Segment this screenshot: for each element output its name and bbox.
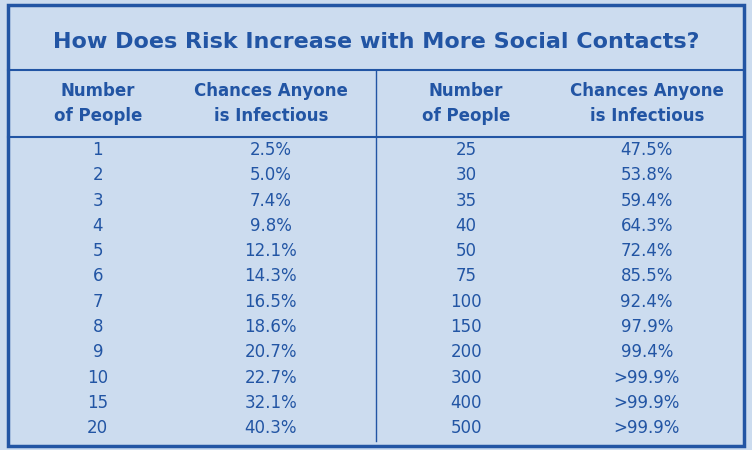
Text: 12.1%: 12.1% [244, 242, 297, 260]
Text: 14.3%: 14.3% [244, 267, 297, 285]
Text: 200: 200 [450, 343, 482, 361]
Text: 92.4%: 92.4% [620, 293, 673, 311]
Text: 20.7%: 20.7% [244, 343, 297, 361]
Text: 4: 4 [92, 217, 103, 235]
Text: 97.9%: 97.9% [620, 318, 673, 336]
Text: 47.5%: 47.5% [620, 141, 673, 159]
Text: 7: 7 [92, 293, 103, 311]
Text: 8: 8 [92, 318, 103, 336]
Text: 15: 15 [87, 394, 108, 412]
Text: 72.4%: 72.4% [620, 242, 673, 260]
Text: Number
of People: Number of People [53, 82, 142, 125]
Text: 40.3%: 40.3% [244, 419, 297, 437]
Text: 35: 35 [456, 192, 477, 210]
Text: 100: 100 [450, 293, 482, 311]
Text: 59.4%: 59.4% [620, 192, 673, 210]
Text: 1: 1 [92, 141, 103, 159]
Text: 10: 10 [87, 369, 108, 387]
Text: 75: 75 [456, 267, 477, 285]
Text: >99.9%: >99.9% [614, 419, 680, 437]
Text: 40: 40 [456, 217, 477, 235]
Text: Number
of People: Number of People [422, 82, 511, 125]
Text: 2: 2 [92, 166, 103, 184]
Text: 9.8%: 9.8% [250, 217, 292, 235]
Text: 20: 20 [87, 419, 108, 437]
Text: 5: 5 [92, 242, 103, 260]
Text: 500: 500 [450, 419, 482, 437]
Text: 50: 50 [456, 242, 477, 260]
Text: 30: 30 [456, 166, 477, 184]
Text: Chances Anyone
is Infectious: Chances Anyone is Infectious [570, 82, 723, 125]
Text: 32.1%: 32.1% [244, 394, 297, 412]
Text: 85.5%: 85.5% [620, 267, 673, 285]
Text: 53.8%: 53.8% [620, 166, 673, 184]
Text: 6: 6 [92, 267, 103, 285]
Text: 7.4%: 7.4% [250, 192, 292, 210]
FancyBboxPatch shape [8, 4, 744, 446]
Text: 18.6%: 18.6% [244, 318, 297, 336]
Text: 64.3%: 64.3% [620, 217, 673, 235]
Text: Chances Anyone
is Infectious: Chances Anyone is Infectious [194, 82, 347, 125]
Text: 25: 25 [456, 141, 477, 159]
Text: >99.9%: >99.9% [614, 369, 680, 387]
Text: 99.4%: 99.4% [620, 343, 673, 361]
Text: 9: 9 [92, 343, 103, 361]
Text: 22.7%: 22.7% [244, 369, 297, 387]
Text: 150: 150 [450, 318, 482, 336]
Text: 16.5%: 16.5% [244, 293, 297, 311]
Text: 5.0%: 5.0% [250, 166, 292, 184]
Text: >99.9%: >99.9% [614, 394, 680, 412]
Text: 300: 300 [450, 369, 482, 387]
Text: How Does Risk Increase with More Social Contacts?: How Does Risk Increase with More Social … [53, 32, 699, 52]
Text: 2.5%: 2.5% [250, 141, 292, 159]
Text: 400: 400 [450, 394, 482, 412]
Text: 3: 3 [92, 192, 103, 210]
